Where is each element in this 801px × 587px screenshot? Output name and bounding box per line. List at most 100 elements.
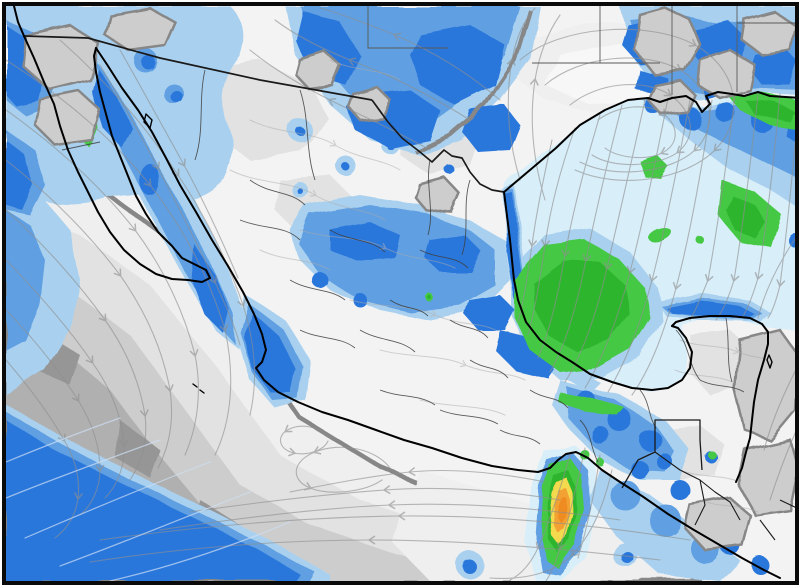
precip-cell-heavy xyxy=(495,330,560,378)
streamline-water xyxy=(109,521,291,581)
mx-state-border xyxy=(579,419,599,463)
streamline-water xyxy=(6,417,121,463)
streamline xyxy=(517,139,553,323)
streamline xyxy=(489,469,613,579)
precip-cell-green xyxy=(709,452,717,460)
streamline-faint xyxy=(329,59,401,81)
streamline-faint xyxy=(699,499,759,513)
central-america-borders xyxy=(654,451,795,541)
precip-cell-heavy xyxy=(788,233,795,247)
guatemala-border xyxy=(621,419,703,489)
cloud-cell xyxy=(294,50,342,90)
precip-cell-heavy xyxy=(6,140,33,210)
mx-state-border xyxy=(427,159,431,236)
streamline xyxy=(89,535,661,563)
country-borders xyxy=(23,35,795,541)
precip-cell-heavy xyxy=(140,164,160,196)
precip-cell-heavy xyxy=(6,420,300,581)
mx-state-border xyxy=(194,69,206,161)
precip-cell-heavy xyxy=(341,162,349,170)
streamline-faint xyxy=(299,229,456,269)
precip-cell-heavy xyxy=(141,55,155,69)
streamline xyxy=(584,97,669,389)
streamline xyxy=(763,370,795,451)
coastlines xyxy=(13,6,795,579)
streamline xyxy=(607,99,691,393)
pacific-coast-mainland xyxy=(95,47,781,579)
cloud-cell xyxy=(733,328,795,442)
cozumel xyxy=(766,354,773,369)
precip-cell-heavy xyxy=(631,461,649,479)
precip-cell-green-dark xyxy=(726,195,765,238)
streamline-water xyxy=(24,461,211,539)
streamline xyxy=(189,485,561,513)
precip-cell-heavy xyxy=(297,188,303,194)
cloud-cell xyxy=(736,438,795,517)
islas-marias xyxy=(192,383,205,394)
streamline-layer-ocean xyxy=(6,7,795,581)
streamline xyxy=(509,454,571,581)
mx-state-border xyxy=(439,409,499,425)
precip-cell-heavy xyxy=(462,105,520,152)
texas-gulf-coast xyxy=(503,91,795,193)
isla-tiburon xyxy=(143,113,153,129)
streamline xyxy=(545,447,586,581)
us-state-border xyxy=(367,6,448,49)
streamline-faint xyxy=(249,119,401,171)
mx-state-border xyxy=(389,299,429,317)
precip-cell-green xyxy=(648,228,672,242)
streamline xyxy=(757,237,795,319)
mexico-gulf-coast xyxy=(503,191,693,391)
streamline xyxy=(527,127,576,336)
precip-cell-heavy xyxy=(591,426,609,444)
precip-cell-green-dark xyxy=(427,295,431,299)
precip-cell-heavy xyxy=(670,480,690,500)
streamline-layer-deepwater xyxy=(6,417,291,581)
precip-cell-green-dark xyxy=(745,100,795,122)
streamline xyxy=(597,106,676,159)
cloud-cell xyxy=(683,496,752,552)
mx-state-border xyxy=(529,389,569,409)
tehuantepec-orange-core xyxy=(557,496,567,524)
cloud-cell xyxy=(414,9,532,154)
streamline xyxy=(631,99,713,396)
streamline-faint xyxy=(679,469,741,483)
precip-cell-heavy xyxy=(465,295,515,330)
mx-state-border xyxy=(499,429,541,445)
streamline-water xyxy=(59,491,251,567)
streamline xyxy=(769,431,795,501)
precip-cell-heavy xyxy=(245,315,295,392)
streamline-faint xyxy=(674,369,733,383)
california-coast xyxy=(13,6,25,37)
streamline xyxy=(274,19,471,121)
streamline xyxy=(99,511,691,541)
cloud-cell xyxy=(103,6,177,52)
streamline xyxy=(569,84,691,166)
streamline xyxy=(249,49,431,151)
mx-state-border xyxy=(359,329,416,353)
streamline xyxy=(537,114,601,359)
streamline xyxy=(99,64,241,346)
us-mexico-border xyxy=(23,35,373,101)
precip-cell-moderate xyxy=(649,504,681,536)
mx-state-border xyxy=(299,329,356,349)
streamline xyxy=(529,14,561,201)
mx-state-border xyxy=(469,359,509,379)
streamline-faint xyxy=(229,169,386,221)
mx-state-border xyxy=(461,179,471,256)
state-borders-us xyxy=(367,6,795,95)
streamline-faint xyxy=(419,399,506,416)
streamline xyxy=(519,28,735,181)
streamline xyxy=(741,93,781,319)
streamline xyxy=(564,99,646,383)
cloud-blob xyxy=(390,470,660,581)
mx-state-border xyxy=(329,229,386,253)
mx-state-border xyxy=(379,389,436,406)
precip-cell-heavy xyxy=(621,551,633,563)
precip-cell-heavy xyxy=(172,92,184,104)
rio-grande xyxy=(371,99,505,193)
precip-cell-heavy xyxy=(353,293,367,307)
precip-cell-green-dark xyxy=(535,262,630,350)
